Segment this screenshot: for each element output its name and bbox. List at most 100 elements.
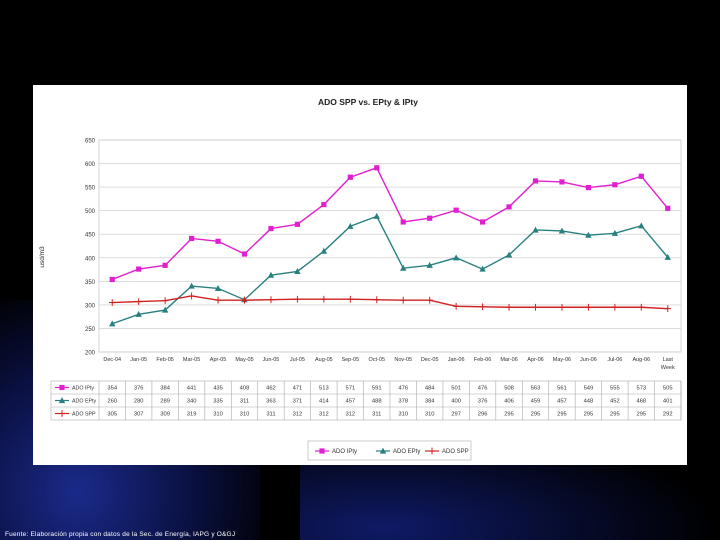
table-cell: 289 — [160, 399, 170, 405]
data-point — [453, 207, 459, 213]
x-tick-label: Jul-05 — [290, 357, 305, 363]
data-point — [479, 265, 486, 272]
y-tick-label: 450 — [85, 233, 96, 239]
table-cell: 335 — [213, 399, 223, 405]
x-tick-label: Feb-06 — [474, 357, 491, 363]
x-tick-label: Mar-05 — [183, 357, 200, 363]
table-series-key-marker — [58, 410, 66, 417]
legend-label: ADO IPty — [332, 449, 357, 455]
source-note: Fuente: Elaboración propia con datos de … — [5, 531, 236, 538]
x-tick-label: May-05 — [235, 357, 253, 363]
data-point — [214, 285, 222, 291]
series-line — [112, 295, 668, 310]
table-cell: 414 — [319, 399, 329, 405]
data-point — [374, 165, 380, 171]
data-point — [135, 298, 142, 305]
table-cell: 408 — [240, 386, 250, 392]
table-cell: 441 — [187, 386, 197, 392]
table-cell: 312 — [345, 412, 355, 418]
table-cell: 295 — [610, 412, 620, 418]
table-cell: 400 — [451, 399, 461, 405]
x-tick-label: Apr-05 — [210, 357, 227, 363]
data-point — [452, 302, 460, 310]
table-cell: 448 — [584, 399, 594, 405]
x-tick-label: Apr-06 — [527, 357, 544, 363]
data-point — [373, 212, 380, 219]
table-series-name: ADO SPP — [72, 412, 96, 418]
table-cell: 571 — [345, 386, 355, 392]
table-cell: 310 — [425, 412, 435, 418]
data-point — [452, 254, 460, 261]
series-line — [111, 215, 669, 325]
data-point — [400, 296, 407, 304]
table-cell: 555 — [610, 386, 620, 392]
table-series-key-marker — [59, 384, 65, 391]
data-point — [109, 299, 116, 306]
data-point — [479, 219, 486, 225]
table-cell: 371 — [293, 399, 303, 405]
data-point — [294, 268, 301, 275]
data-point — [347, 174, 353, 180]
data-point — [135, 310, 142, 317]
data-point — [241, 296, 248, 304]
chart-title: ADO SPP vs. EPty & IPty — [318, 97, 418, 107]
data-point — [268, 225, 274, 232]
table-cell: 378 — [398, 399, 408, 405]
x-tick-label: Feb-05 — [156, 357, 173, 363]
y-axis-label: usd/m3 — [39, 246, 46, 268]
y-tick-label: 500 — [85, 209, 96, 215]
table-cell: 452 — [610, 399, 620, 405]
data-point — [505, 303, 513, 311]
series-line — [111, 166, 669, 281]
data-point — [426, 261, 433, 268]
data-point — [215, 238, 221, 244]
data-point — [479, 303, 486, 311]
data-point — [400, 264, 407, 271]
data-point — [188, 282, 195, 289]
data-point — [109, 320, 116, 327]
data-point — [611, 229, 619, 236]
table-cell: 484 — [425, 386, 435, 392]
table-cell: 319 — [187, 412, 197, 418]
data-point — [558, 303, 566, 311]
table-cell: 457 — [557, 399, 567, 405]
x-tick-label: Jan-05 — [130, 357, 147, 363]
data-point — [559, 179, 565, 185]
x-tick-label: Jun-05 — [263, 357, 280, 363]
x-tick-label: Oct-05 — [369, 357, 386, 363]
data-point — [294, 221, 301, 227]
table-cell: 591 — [372, 386, 382, 392]
legend-swatch-marker — [428, 447, 436, 455]
table-cell: 471 — [293, 386, 303, 392]
table-cell: 309 — [160, 412, 170, 418]
data-point — [532, 303, 539, 311]
data-point — [188, 235, 195, 242]
data-point — [136, 266, 142, 272]
series-ado-epty — [109, 212, 671, 327]
line-chart: ADO SPP vs. EPty & IPty usd/m3 200 250 300… — [39, 97, 682, 461]
legend-swatch-marker — [319, 448, 325, 454]
data-point — [267, 296, 275, 304]
y-tick-label: 600 — [85, 162, 96, 168]
data-point — [506, 204, 512, 210]
y-tick-label: 350 — [85, 280, 96, 286]
table-cell: 280 — [134, 399, 144, 405]
data-point — [612, 182, 618, 188]
x-tick-label: Dec-05 — [421, 357, 439, 363]
data-point — [214, 296, 222, 304]
table-cell: 563 — [531, 386, 541, 392]
data-point — [664, 305, 671, 313]
table-cell: 260 — [107, 399, 117, 405]
series-ado-ipty — [109, 165, 671, 283]
x-tick-label: Mar-06 — [500, 357, 517, 363]
y-tick-label: 550 — [85, 186, 96, 192]
table-cell: 513 — [319, 386, 329, 392]
table-cell: 312 — [319, 412, 329, 418]
table-cell: 354 — [107, 386, 117, 392]
table-cell: 292 — [663, 412, 673, 418]
table-cell: 295 — [584, 412, 594, 418]
table-cell: 296 — [478, 412, 488, 418]
table-cell: 310 — [240, 412, 250, 418]
table-cell: 468 — [636, 399, 646, 405]
table-cell: 501 — [451, 386, 461, 392]
